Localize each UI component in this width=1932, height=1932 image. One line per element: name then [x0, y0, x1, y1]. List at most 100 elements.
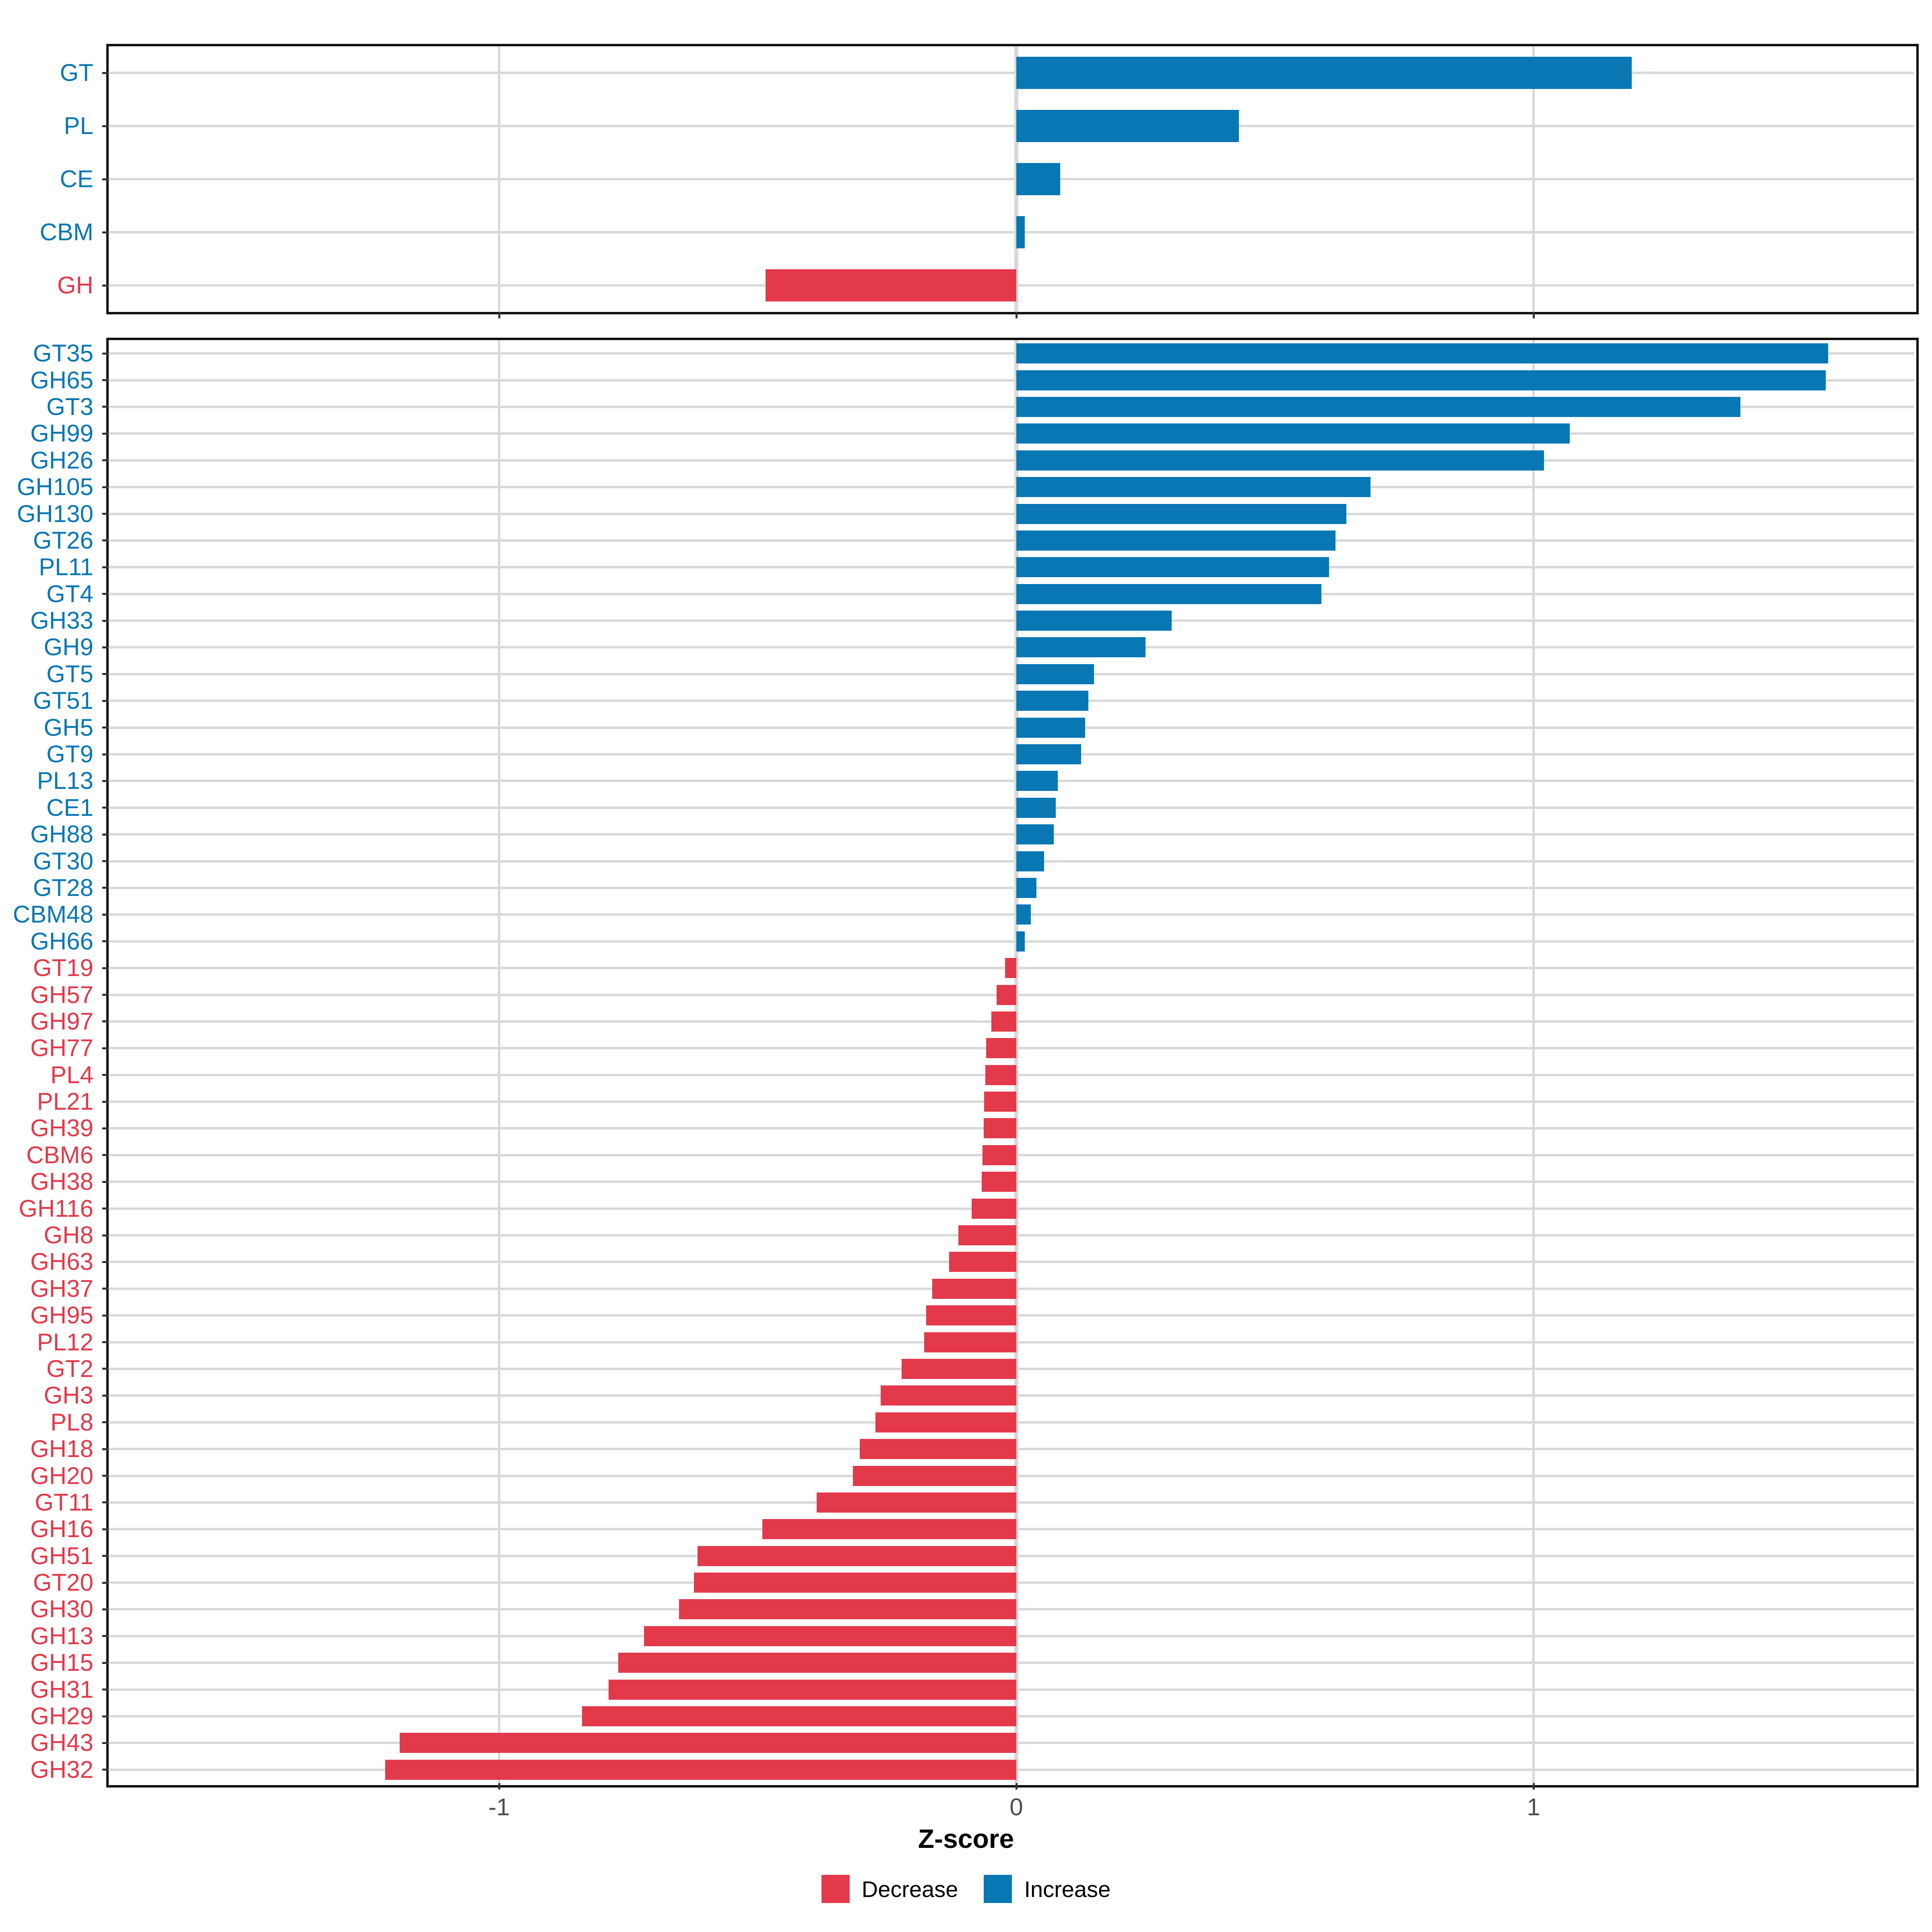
bar-GH5	[1016, 717, 1085, 738]
y-tick-label-PL4: PL4	[50, 1061, 93, 1088]
y-tick-label-GT5: GT5	[46, 660, 93, 687]
y-tick-label-GH77: GH77	[30, 1034, 93, 1062]
bar-CE1	[1016, 797, 1056, 818]
y-axis-tick	[102, 1261, 109, 1263]
bar-GT9	[1016, 744, 1081, 765]
y-tick-label-GH97: GH97	[30, 1007, 93, 1035]
y-tick-label-CBM6: CBM6	[26, 1141, 93, 1168]
bar-CBM	[1016, 216, 1025, 248]
y-axis-tick	[102, 406, 109, 408]
bar-GT2	[901, 1358, 1016, 1379]
y-axis-tick	[102, 673, 109, 675]
y-tick-label-GH65: GH65	[30, 366, 93, 394]
horizontal-gridline	[109, 352, 1914, 355]
vertical-gridline	[498, 340, 500, 1783]
y-tick-label-GH15: GH15	[30, 1649, 93, 1676]
bar-GH105	[1016, 477, 1371, 497]
y-tick-label-GH26: GH26	[30, 446, 93, 474]
y-axis-tick	[102, 727, 109, 729]
bar-GT28	[1016, 877, 1037, 898]
horizontal-gridline	[109, 125, 1914, 127]
y-tick-label-CBM: CBM	[39, 219, 93, 246]
legend-item-increase: Increase	[984, 1875, 1110, 1903]
y-axis-tick	[102, 967, 109, 969]
y-tick-label-PL: PL	[64, 112, 93, 139]
y-tick-label-GH13: GH13	[30, 1622, 93, 1649]
legend-label-decrease: Decrease	[861, 1876, 958, 1902]
x-axis-title: Z-score	[918, 1824, 1014, 1854]
x-axis-tick	[498, 312, 500, 318]
y-tick-label-GH20: GH20	[30, 1462, 93, 1489]
y-axis-tick	[102, 1394, 109, 1397]
bar-PL8	[875, 1412, 1016, 1432]
bar-GH16	[762, 1519, 1016, 1540]
y-tick-label-PL12: PL12	[37, 1328, 93, 1356]
x-axis-tick-label: 0	[1009, 1794, 1023, 1821]
bottom-panel	[106, 338, 1919, 1788]
y-axis-tick	[102, 231, 109, 233]
x-axis-tick	[498, 1783, 500, 1790]
bar-GT51	[1016, 691, 1088, 711]
y-tick-label-GH37: GH37	[30, 1275, 93, 1302]
y-axis-tick	[102, 352, 109, 355]
bar-GH99	[1016, 423, 1570, 444]
y-axis-tick	[102, 1555, 109, 1557]
y-axis-tick	[102, 1581, 109, 1584]
bar-GH20	[852, 1466, 1016, 1486]
y-tick-label-GH130: GH130	[17, 500, 93, 527]
bar-GH8	[958, 1225, 1016, 1246]
bar-GH116	[972, 1198, 1016, 1219]
bar-PL21	[984, 1092, 1016, 1112]
vertical-gridline	[1014, 340, 1018, 1783]
horizontal-gridline	[109, 539, 1914, 542]
horizontal-gridline	[109, 231, 1914, 233]
y-tick-label-GT: GT	[60, 59, 93, 86]
horizontal-gridline	[109, 459, 1914, 462]
horizontal-gridline	[109, 806, 1914, 809]
y-axis-tick	[102, 1100, 109, 1103]
y-axis-tick	[102, 1234, 109, 1236]
y-axis-tick	[102, 619, 109, 622]
bar-CBM48	[1016, 904, 1031, 925]
bar-GT4	[1016, 584, 1322, 604]
horizontal-gridline	[109, 646, 1914, 649]
horizontal-gridline	[109, 940, 1914, 943]
bar-PL11	[1016, 557, 1329, 578]
y-axis-tick	[102, 1528, 109, 1530]
bar-GH57	[997, 985, 1016, 1005]
horizontal-gridline	[109, 619, 1914, 622]
bar-PL13	[1016, 771, 1058, 791]
y-tick-label-GH39: GH39	[30, 1115, 93, 1142]
y-tick-label-CBM48: CBM48	[12, 901, 93, 928]
y-tick-label-GH18: GH18	[30, 1435, 93, 1463]
y-tick-label-GH63: GH63	[30, 1248, 93, 1276]
y-tick-label-GH57: GH57	[30, 981, 93, 1008]
bar-GH18	[859, 1439, 1016, 1459]
bar-PL	[1016, 110, 1239, 142]
y-axis-tick	[102, 178, 109, 180]
y-tick-label-GH116: GH116	[19, 1195, 93, 1222]
horizontal-gridline	[109, 486, 1914, 489]
x-axis-tick	[1015, 312, 1018, 318]
bar-GH39	[984, 1118, 1016, 1139]
horizontal-gridline	[109, 833, 1914, 836]
y-tick-label-GT20: GT20	[33, 1569, 93, 1596]
y-tick-label-GH16: GH16	[30, 1515, 93, 1543]
y-tick-label-CE1: CE1	[46, 794, 93, 821]
y-axis-tick	[102, 1154, 109, 1156]
horizontal-gridline	[109, 592, 1914, 595]
bar-GH31	[609, 1679, 1016, 1700]
y-tick-label-GT2: GT2	[46, 1355, 93, 1382]
y-axis-tick	[102, 646, 109, 648]
bar-GH38	[981, 1172, 1016, 1192]
y-tick-label-GT11: GT11	[35, 1488, 93, 1516]
bar-GH77	[986, 1038, 1016, 1059]
bar-GT20	[694, 1573, 1016, 1593]
y-tick-label-GT30: GT30	[33, 847, 93, 875]
y-tick-label-GT4: GT4	[46, 580, 93, 607]
bar-GH13	[644, 1626, 1016, 1646]
legend-label-increase: Increase	[1024, 1876, 1111, 1902]
y-axis-tick	[102, 125, 109, 127]
horizontal-gridline	[109, 178, 1914, 180]
y-tick-label-GH9: GH9	[43, 634, 93, 661]
